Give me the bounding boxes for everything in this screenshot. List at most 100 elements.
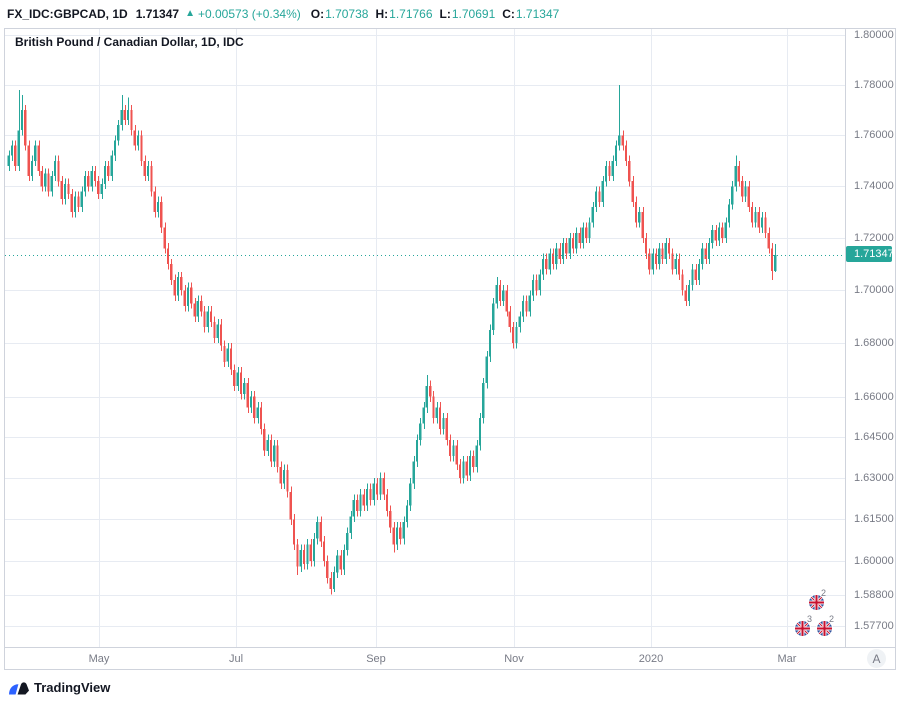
candle-body (767, 232, 770, 249)
candle-body (107, 165, 110, 177)
time-tick-label: 2020 (638, 653, 664, 665)
candle-body (87, 176, 90, 187)
candle-body (764, 217, 767, 233)
time-axis[interactable]: May Jul Sep Nov 2020 Mar (5, 647, 895, 669)
candle-body (299, 549, 302, 567)
candle-body (445, 418, 448, 440)
candle-body (127, 110, 130, 121)
chart-legend-title[interactable]: British Pound / Canadian Dollar, 1D, IDC (15, 35, 244, 49)
candle-body (770, 248, 774, 271)
price-tick-label: 1.78000 (854, 78, 894, 91)
economic-event-flag-marker[interactable]: 2 (809, 588, 826, 610)
candle-body (432, 396, 435, 419)
candle-body (130, 110, 133, 131)
price-tick-label: 1.58800 (854, 588, 894, 601)
high-value: 1.71766 (389, 6, 433, 21)
candle-body (734, 165, 737, 187)
candle-body (754, 212, 757, 223)
candle-body (505, 290, 508, 312)
candle-body (246, 383, 249, 408)
candle-body (741, 181, 744, 197)
candle-body (449, 439, 452, 457)
candle-body (392, 527, 395, 545)
tradingview-wordmark[interactable]: TradingView (34, 679, 111, 695)
candle-body (548, 253, 551, 270)
candle-body (73, 196, 77, 213)
candle-body (518, 316, 521, 328)
price-tick-label: 1.60000 (854, 555, 894, 568)
candle-body (535, 279, 538, 291)
candle-body (565, 243, 568, 254)
candle-body (256, 407, 259, 419)
candle-body (342, 549, 345, 570)
candle-body (581, 227, 584, 244)
change-up-arrow-icon: ▲ (185, 8, 195, 19)
candle-body (170, 264, 173, 280)
candle-body (83, 176, 87, 192)
candle-body (628, 160, 631, 182)
price-axis[interactable]: 1.71347 1.80000 1.78000 1.76000 1.74000 1.72… (845, 29, 895, 647)
price-chart-svg[interactable] (5, 29, 845, 647)
economic-event-flag-marker[interactable]: 2 (817, 614, 834, 636)
candle-body (20, 110, 23, 131)
auto-scale-button[interactable]: A (867, 649, 886, 668)
candle-body (67, 183, 70, 195)
candle-body (485, 356, 488, 384)
candle-body (336, 555, 339, 573)
candle-body (64, 183, 67, 200)
candle-body (50, 176, 53, 192)
candle-body (239, 372, 243, 394)
candle-body (458, 464, 462, 479)
high-label: H: (375, 6, 389, 21)
candle-body (47, 173, 50, 192)
candle-body (707, 243, 711, 259)
candle-body (283, 469, 286, 484)
candle-body (575, 232, 578, 249)
candle-body (601, 181, 604, 202)
candle-body (376, 483, 379, 495)
economic-event-flag-marker[interactable]: 3 (795, 614, 812, 636)
candle-body (465, 461, 468, 476)
candle-body (409, 483, 412, 506)
candle-body (176, 277, 179, 296)
candle-body (173, 279, 176, 296)
time-tick-label: May (88, 653, 110, 665)
candle-body (346, 533, 349, 550)
candle-body (442, 418, 445, 429)
candle-body (395, 527, 399, 545)
candle-body (668, 243, 671, 254)
candle-body (226, 348, 229, 362)
event-count-badge: 2 (829, 614, 835, 624)
candle-body (611, 160, 614, 177)
candle-body (482, 383, 485, 419)
candle-body (595, 191, 598, 207)
candle-body (326, 561, 329, 578)
tradingview-logo-icon[interactable] (9, 680, 29, 695)
candle-body (678, 258, 681, 275)
time-tick-label: Jul (228, 653, 244, 665)
candle-body (302, 549, 306, 564)
candle-body (525, 300, 528, 312)
candle-body (631, 181, 634, 202)
candle-body (661, 248, 664, 259)
candle-body (687, 285, 691, 301)
candle-body (180, 277, 183, 291)
candle-body (455, 445, 458, 465)
open-label: O: (310, 6, 325, 21)
candle-body (156, 201, 160, 213)
candle-body (60, 181, 63, 200)
candle-body (223, 345, 226, 362)
candle-body (439, 407, 442, 429)
candle-body (508, 311, 511, 328)
open-value: 1.70738 (325, 6, 369, 21)
candle-body (229, 348, 233, 370)
candle-body (684, 290, 687, 301)
candle-body (389, 511, 392, 528)
candle-body (213, 321, 216, 338)
symbol-name[interactable]: FX_IDC:GBPCAD, 1D (7, 6, 128, 21)
candle-body (545, 258, 548, 270)
candle-body (621, 135, 624, 146)
chart-canvas[interactable]: 2 3 2 (5, 29, 845, 647)
candle-body (691, 269, 694, 285)
candle-body (30, 160, 33, 177)
